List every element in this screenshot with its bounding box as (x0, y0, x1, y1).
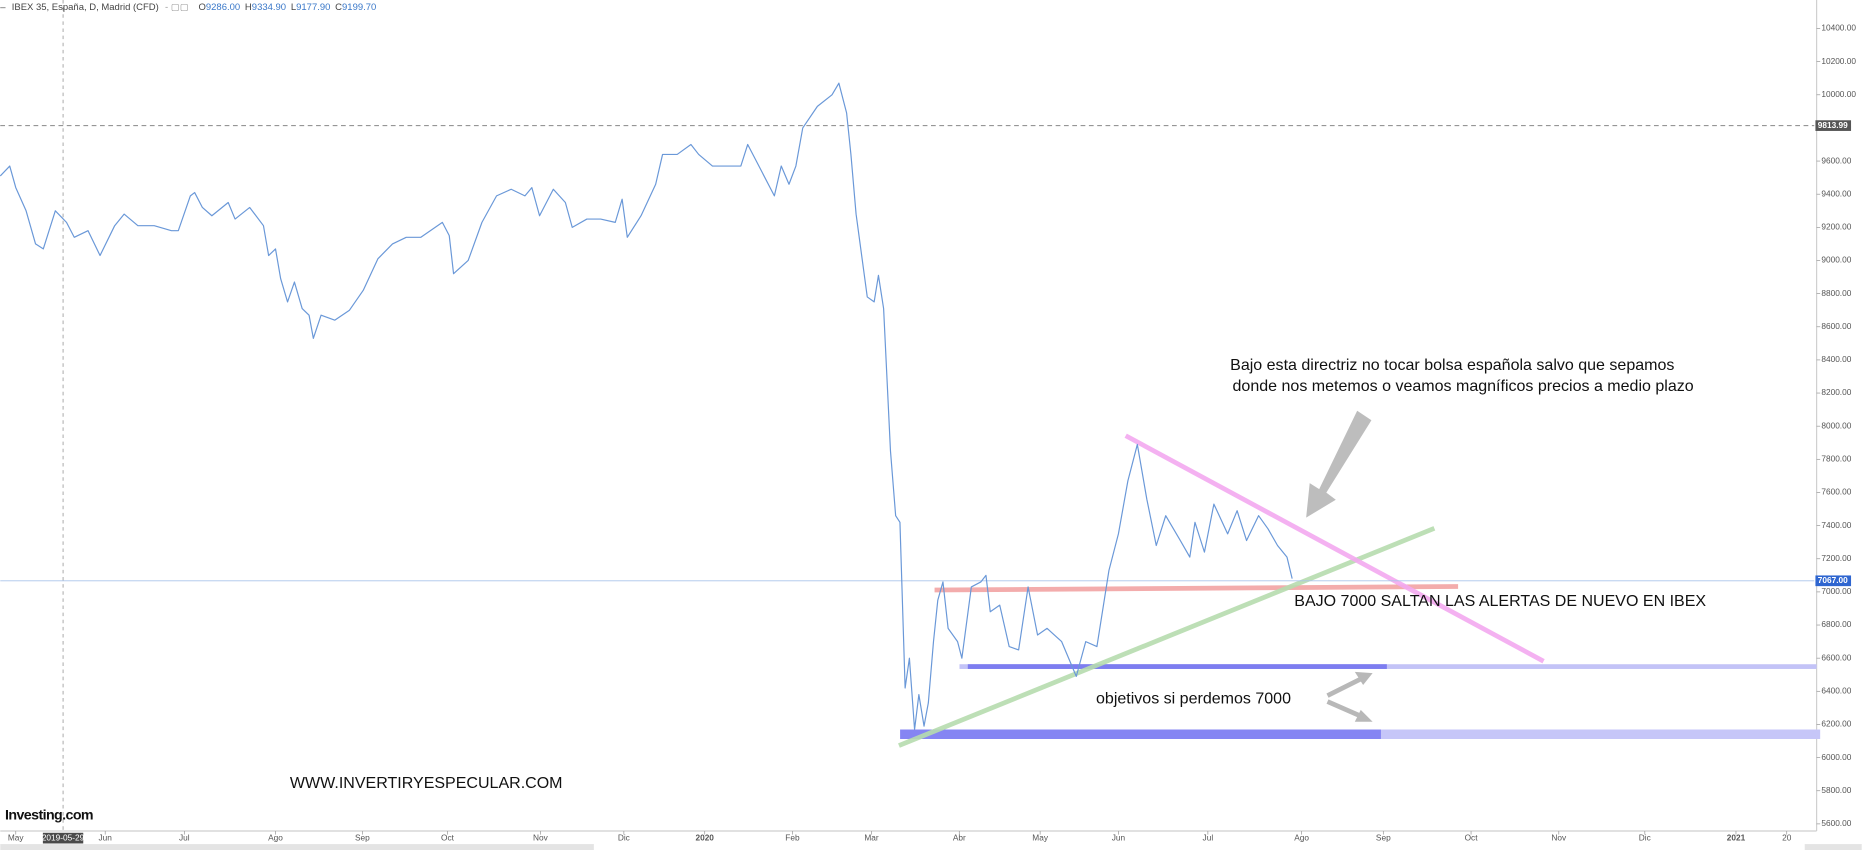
y-tick-label: 6600.00 (1821, 652, 1851, 662)
y-tick-label: 7800.00 (1821, 454, 1851, 464)
annotation: objetivos si perdemos 7000 (1096, 689, 1291, 707)
header: – IBEX 35, España, D, Madrid (CFD) - ▢▢ … (0, 2, 376, 13)
target-band-light (959, 664, 1817, 669)
price-tag (1815, 575, 1852, 587)
arrow-head (1354, 709, 1373, 722)
x-tick-label: Sep (355, 832, 370, 842)
y-tick-label: 10200.00 (1821, 56, 1856, 66)
ohlc-value: 9286.00 (206, 2, 240, 13)
x-tick-label: Jul (179, 832, 190, 842)
y-tick-label: 7400.00 (1821, 520, 1851, 530)
y-tick-label: 8200.00 (1821, 387, 1851, 397)
arrow (1306, 410, 1372, 518)
target-band-dark (900, 729, 1381, 740)
y-tick-label: 8800.00 (1821, 288, 1851, 298)
ohlc-key: C (335, 2, 342, 13)
x-tick-label: Abr (953, 832, 966, 842)
x-tick-label: Ago (268, 832, 283, 842)
crosshair-tag (42, 832, 84, 844)
x-tick-label: 2020 (695, 832, 714, 842)
x-tick-label: Oct (441, 832, 455, 842)
price-tag-label: 9813.99 (1818, 120, 1848, 130)
arrow (1326, 674, 1367, 698)
x-tick-label: Mar (864, 832, 879, 842)
x-tick-label: May (1032, 832, 1049, 842)
header-sep: - ▢▢ (165, 2, 189, 13)
x-tick-label: Jul (1203, 832, 1214, 842)
y-tick-label: 7600.00 (1821, 487, 1851, 497)
x-tick-label: Nov (1551, 832, 1567, 842)
y-tick-label: 7000.00 (1821, 586, 1851, 596)
y-tick-label: 8000.00 (1821, 420, 1851, 430)
x-tick-label: May (8, 832, 25, 842)
price-tag-label: 7067.00 (1818, 575, 1848, 585)
downtrend-line (1124, 433, 1545, 664)
x-tick-label: Jun (1112, 832, 1126, 842)
y-tick-label: 6400.00 (1821, 686, 1851, 696)
ohlc-key: L (291, 2, 296, 13)
x-tick-label: Dic (1639, 832, 1651, 842)
ohlc-value: 9199.70 (342, 2, 376, 13)
x-tick-label: Ago (1294, 832, 1309, 842)
x-tick-label: Nov (533, 832, 549, 842)
annotation: Bajo esta directriz no tocar bolsa españ… (1230, 356, 1674, 374)
watermark: WWW.INVERTIRYESPECULAR.COM (290, 774, 563, 792)
x-tick-label: 20 (1782, 832, 1792, 842)
y-tick-label: 7200.00 (1821, 553, 1851, 563)
chart-title: IBEX 35, España, D, Madrid (CFD) (12, 2, 159, 13)
x-tick-label: Sep (1376, 832, 1391, 842)
annotation: BAJO 7000 SALTAN LAS ALERTAS DE NUEVO EN… (1294, 592, 1706, 610)
ohlc-value: 9334.90 (252, 2, 286, 13)
y-tick-label: 5800.00 (1821, 785, 1851, 795)
x-tick-label: Oct (1465, 832, 1479, 842)
y-tick-label: 6800.00 (1821, 619, 1851, 629)
y-tick-label: 10000.00 (1821, 89, 1856, 99)
uptrend-line (898, 526, 1436, 748)
y-tick-label: 8400.00 (1821, 354, 1851, 364)
x-tick-label: 2021 (1727, 832, 1746, 842)
target-band-dark (967, 664, 1387, 669)
price-line-series (0, 82, 1293, 731)
y-tick-label: 9000.00 (1821, 255, 1851, 265)
y-tick-label: 9600.00 (1821, 155, 1851, 165)
ohlc-value: 9177.90 (296, 2, 330, 13)
bottom-bar (0, 844, 594, 850)
support-line (934, 584, 1459, 593)
y-tick-label: 5600.00 (1821, 818, 1851, 828)
logo: Investing.com (5, 807, 93, 823)
y-tick-label: 6000.00 (1821, 752, 1851, 762)
bottom-bar-right (1804, 844, 1862, 850)
x-tick-label: Feb (785, 832, 800, 842)
y-tick-label: 6200.00 (1821, 719, 1851, 729)
y-tick-label: 8600.00 (1821, 321, 1851, 331)
arrow-head (1354, 671, 1373, 685)
collapse-icon: – (0, 2, 6, 13)
annotation: donde nos metemos o veamos magníficos pr… (1233, 377, 1694, 395)
x-tick-label: Dic (618, 832, 630, 842)
price-tag (1815, 120, 1852, 131)
y-tick-label: 10400.00 (1821, 23, 1856, 33)
ohlc-key: H (245, 2, 252, 13)
drawings (898, 410, 1821, 748)
y-tick-label: 9400.00 (1821, 188, 1851, 198)
y-tick-label: 9200.00 (1821, 222, 1851, 232)
ohlc-key: O (199, 2, 206, 13)
x-tick-label: Jun (99, 832, 113, 842)
crosshair-label: 2019-05-29 (42, 832, 85, 842)
